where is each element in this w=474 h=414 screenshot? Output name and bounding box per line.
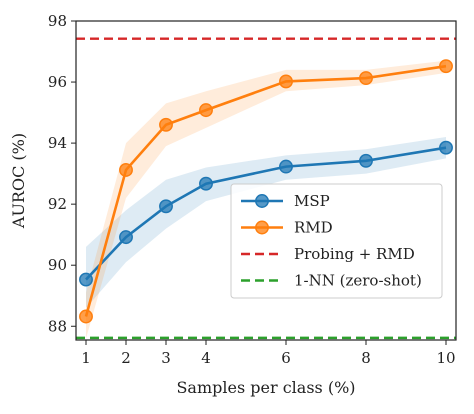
point-rmd-2 [119, 163, 133, 177]
x-tick-label-8: 8 [361, 349, 371, 367]
point-rmd-8 [359, 71, 373, 86]
point-msp-6 [279, 159, 293, 174]
y-axis-ticks: 88 90 92 94 96 98 [48, 12, 76, 335]
point-rmd-10 [439, 59, 453, 74]
legend-box [230, 183, 443, 299]
band-rmd [86, 60, 446, 339]
x-tick-label-10: 10 [436, 349, 455, 367]
point-msp-2 [119, 230, 133, 245]
x-tick-label-1: 1 [81, 349, 91, 367]
legend-marker-msp [255, 194, 269, 208]
y-tick-label-90: 90 [48, 256, 67, 274]
point-msp-10 [439, 140, 453, 155]
point-rmd-4 [199, 103, 213, 118]
y-tick-label-88: 88 [48, 317, 67, 335]
series-points [79, 59, 453, 324]
x-tick-label-4: 4 [201, 349, 211, 367]
x-tick-label-3: 3 [161, 349, 171, 367]
x-axis-label: Samples per class (%) [176, 378, 355, 397]
y-tick-label-96: 96 [48, 73, 67, 91]
point-msp-1 [79, 272, 93, 287]
point-msp-3 [159, 199, 173, 214]
band-msp [86, 137, 446, 308]
y-axis-label: AUROC (%) [9, 133, 28, 229]
legend-label-msp: MSP [294, 192, 330, 210]
point-rmd-3 [159, 117, 173, 132]
y-tick-label-92: 92 [48, 195, 67, 213]
plot-frame [75, 20, 457, 341]
x-axis-ticks: 1 2 3 4 6 8 10 [81, 340, 456, 367]
confidence-bands [86, 60, 446, 339]
point-msp-4 [199, 176, 213, 191]
legend-marker-rmd [255, 220, 269, 235]
x-tick-label-2: 2 [121, 349, 131, 367]
legend: MSP RMD Probing + RMD 1-NN (zero-shot) [230, 183, 443, 299]
point-rmd-6 [279, 74, 293, 89]
y-tick-label-94: 94 [48, 134, 67, 152]
x-tick-label-6: 6 [281, 349, 291, 367]
y-tick-label-98: 98 [48, 12, 67, 30]
legend-label-1-nn-zero-shot: 1-NN (zero-shot) [294, 272, 422, 290]
legend-label-rmd: RMD [294, 219, 333, 237]
reference-lines [76, 37, 456, 340]
point-msp-8 [359, 153, 373, 168]
legend-label-probing-rmd: Probing + RMD [294, 245, 415, 263]
point-rmd-1 [79, 309, 93, 324]
